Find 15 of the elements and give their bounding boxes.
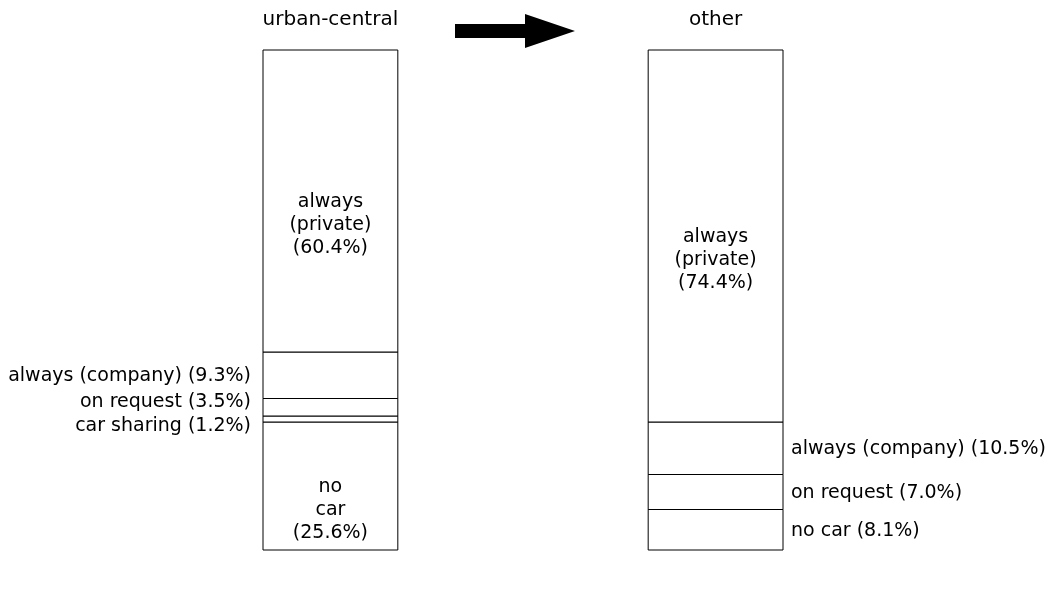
data-label: (25.6%) [292,520,368,542]
text: car sharing (1.2%) [75,413,251,435]
series-label: no car [315,474,346,519]
text: no car (8.1%) [791,517,920,540]
x-tick-label: other [688,5,744,30]
text: always (company) (9.3%) [8,363,251,386]
data-label: (60.4%) [292,235,368,257]
data-label: (74.4%) [678,270,754,292]
text: on request (7.0%) [791,480,963,502]
bar [262,421,399,551]
x-tick-label: urban-central [262,5,399,30]
text: on request (3.5%) [79,389,251,412]
text: always (company) (10.5%) [791,436,1046,459]
text: always (private) [674,224,757,269]
series-label: always (private) [289,189,372,234]
